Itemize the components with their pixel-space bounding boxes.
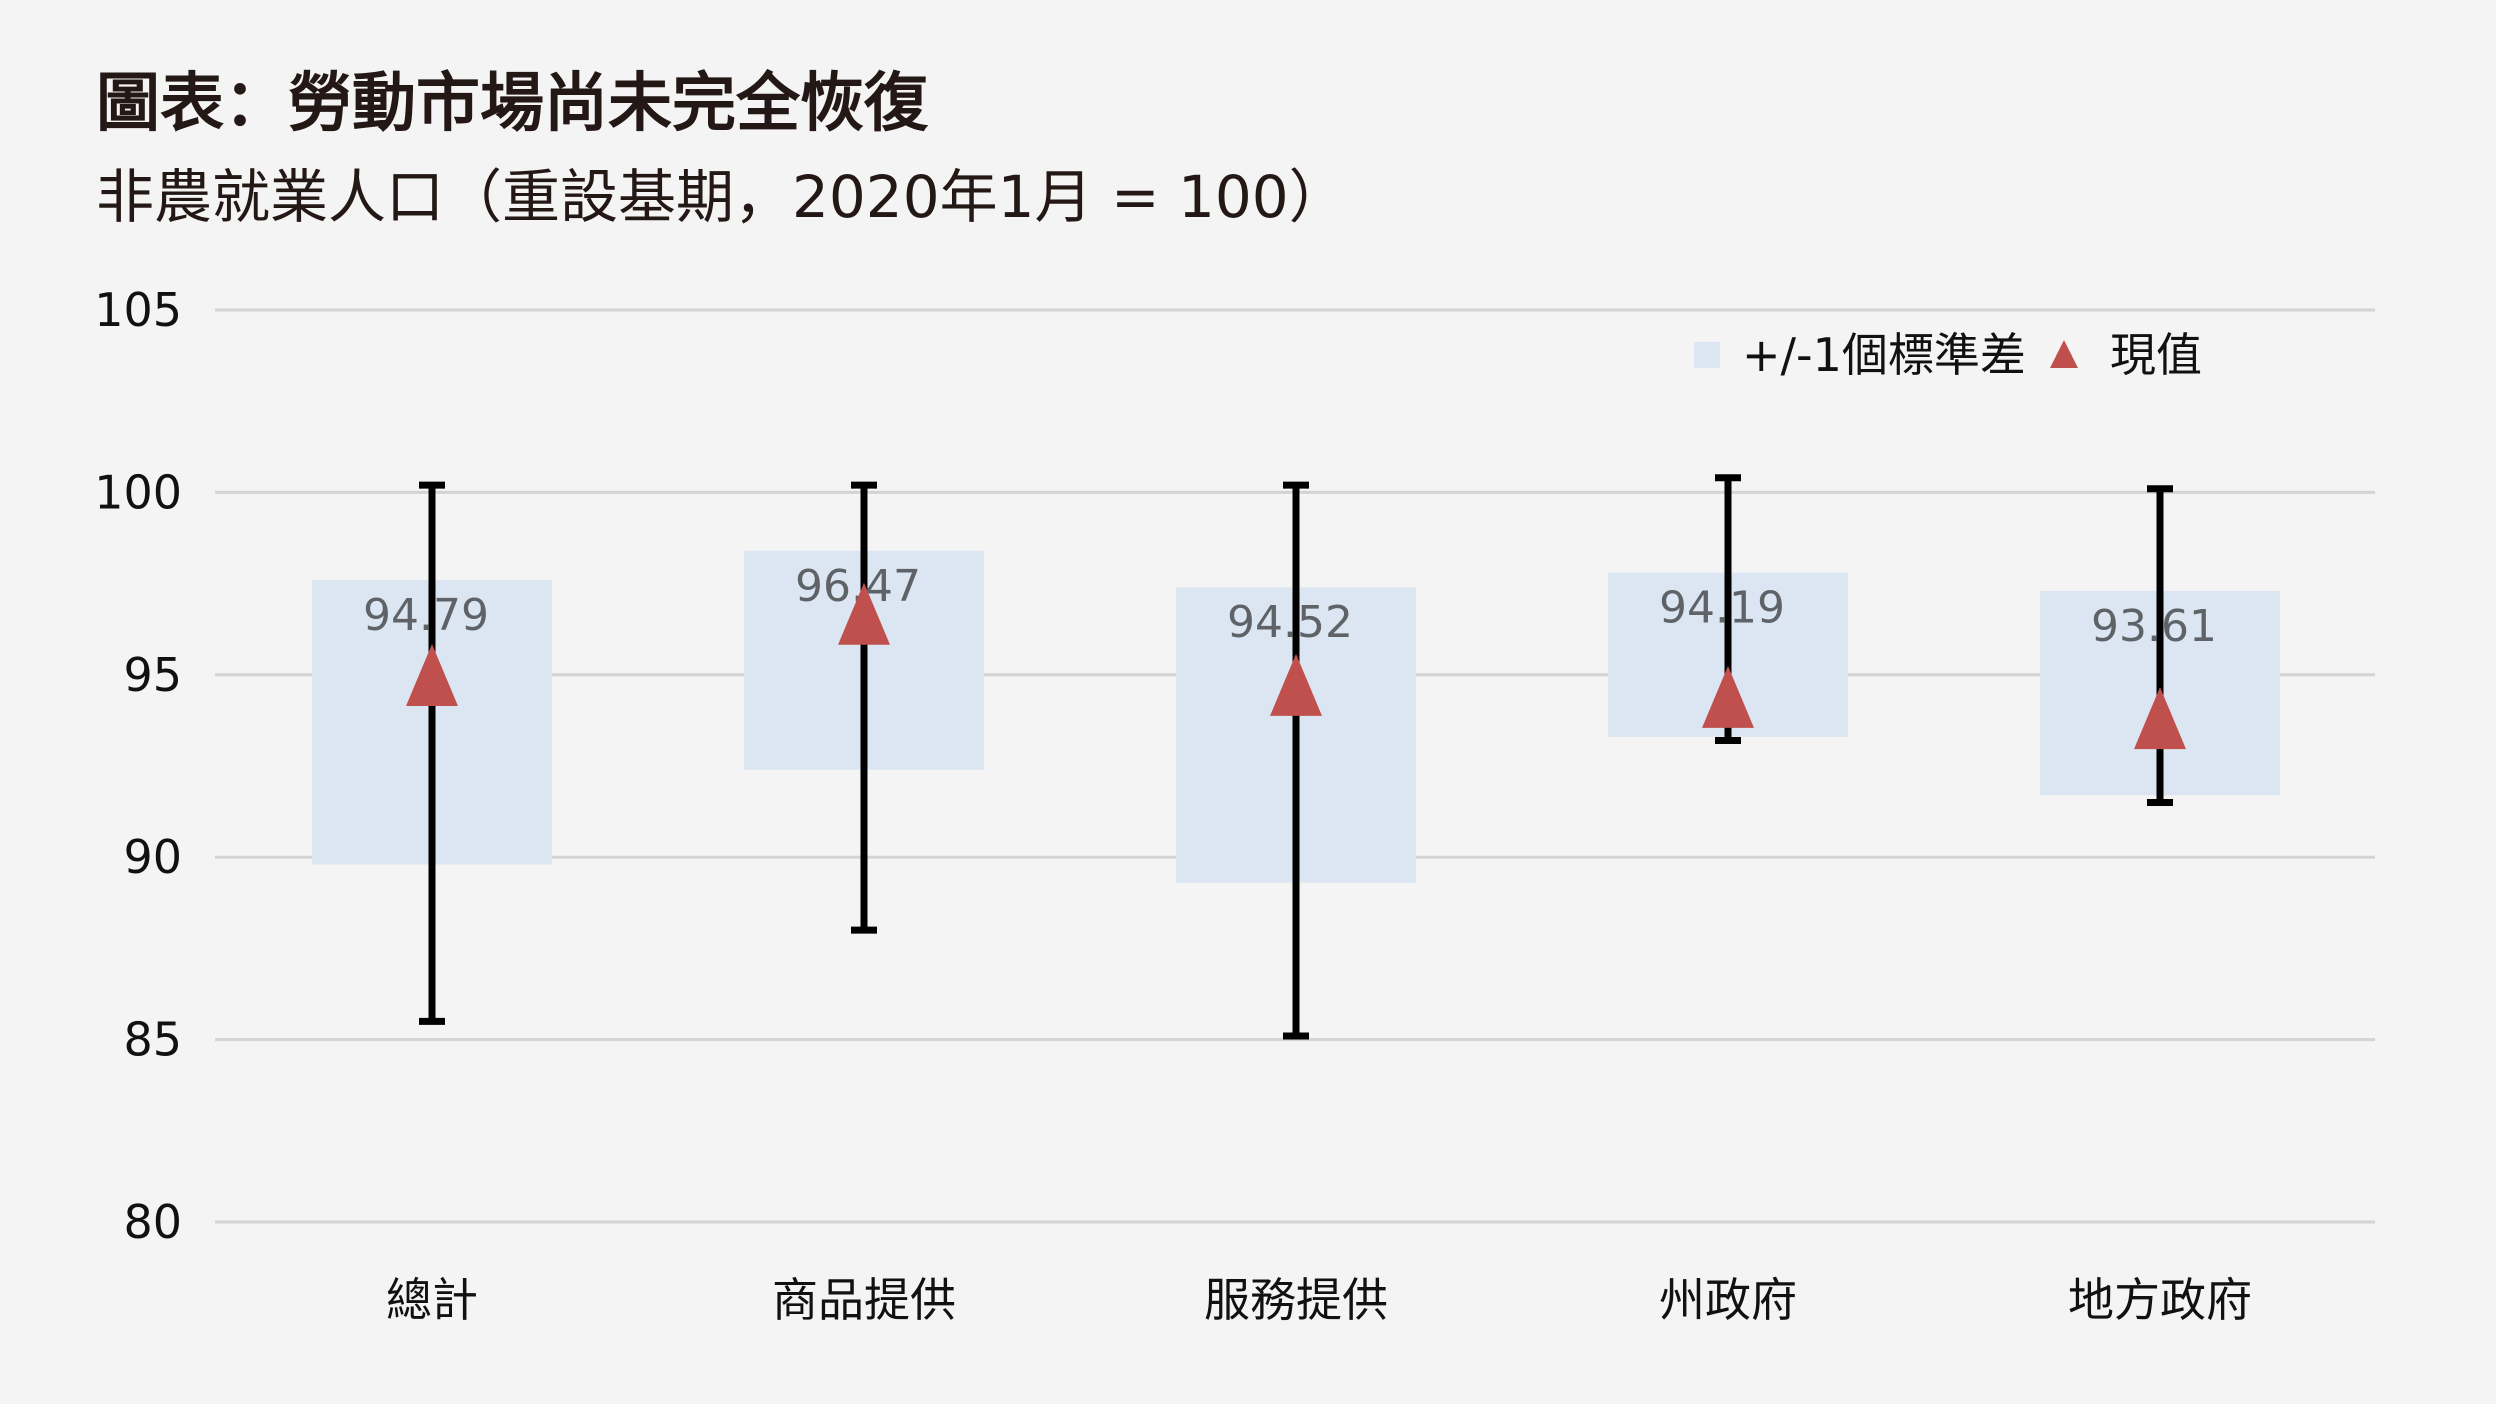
current-value-marker: [1270, 653, 1322, 716]
current-value-markers: [406, 582, 2186, 750]
chart-subtitle: 非農就業人口（重設基期，2020年1月 = 100）: [96, 163, 1347, 231]
current-value-marker: [2134, 687, 2186, 750]
y-tick-label: 80: [123, 1195, 182, 1249]
y-tick-label: 90: [123, 830, 182, 884]
current-value-marker: [838, 582, 890, 645]
data-label: 94.52: [1227, 597, 1353, 648]
data-label: 93.61: [2091, 601, 2217, 652]
y-tick-label: 100: [94, 465, 182, 519]
current-value-marker: [406, 644, 458, 707]
x-category-label: 地方政府: [2068, 1273, 2252, 1327]
x-category-label: 商品提供: [772, 1273, 956, 1327]
x-category-label: 州政府: [1659, 1273, 1797, 1327]
legend-swatch-std-dev: [1694, 342, 1720, 368]
current-value-marker: [1702, 665, 1754, 728]
x-category-label: 總計: [386, 1273, 478, 1327]
legend-swatch-marker: [2050, 340, 2078, 368]
range-whiskers: [419, 474, 2173, 1040]
data-label: 94.19: [1659, 583, 1785, 634]
y-tick-label: 105: [94, 283, 182, 337]
legend-label-std-dev: +/-1個標準差: [1742, 328, 2026, 382]
legend: +/-1個標準差 現值: [1694, 328, 2202, 382]
chart-title: 圖表：勞動市場尚未完全恢復: [96, 67, 928, 141]
legend-label-current: 現值: [2110, 328, 2202, 382]
data-label: 94.79: [363, 590, 489, 641]
x-axis-categories: 總計 商品提供 服務提供 州政府 地方政府: [386, 1273, 2252, 1327]
y-tick-label: 85: [123, 1013, 182, 1067]
y-axis-ticks: 80 85 90 95 100 105: [94, 283, 182, 1249]
y-tick-label: 95: [123, 648, 182, 702]
x-category-label: 服務提供: [1204, 1273, 1388, 1327]
